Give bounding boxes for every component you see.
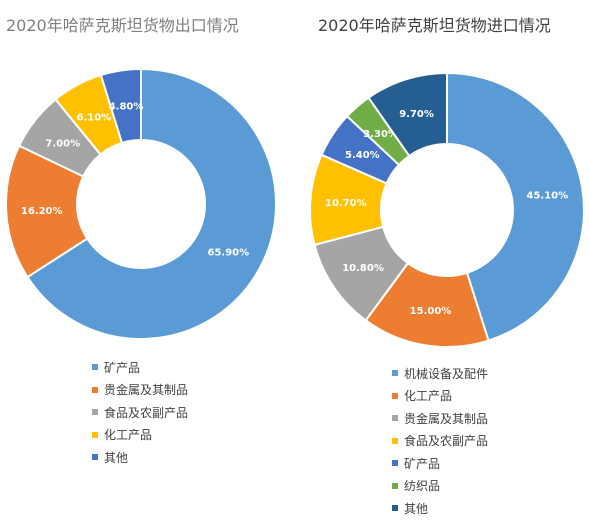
export-legend: 矿产品贵金属及其制品 食品及农副产品 化工产品其他 [92,356,188,469]
import-legend-swatch [392,437,398,444]
import-slice-label-0: 45.10% [526,190,568,201]
import-legend-item: 贵金属及其制品 [392,407,488,430]
import-slice-label-1: 15.00% [410,306,452,317]
export-slice-label-0: 65.90% [208,248,250,259]
export-slice-label-1: 16.20% [21,206,63,217]
import-legend-swatch [392,392,398,399]
export-legend-swatch [92,431,98,438]
export-legend-swatch [92,454,98,461]
import-legend-item: 食品及农副产品 [392,430,488,453]
import-slice-label-3: 10.70% [325,198,367,209]
import-slice-label-6: 9.70% [399,109,434,120]
import-legend-item: 纺织品 [392,475,488,498]
import-legend-item: 机械设备及配件 [392,362,488,385]
import-legend-label: 纺织品 [404,479,441,494]
import-legend-swatch [392,505,398,512]
import-legend-label: 矿产品 [404,456,441,471]
import-legend-item: 其他 [392,497,488,520]
export-legend-item: 化工产品 [92,424,188,447]
export-legend-label: 化工产品 [104,428,153,443]
export-slice-0 [26,67,277,340]
import-legend-swatch [392,415,398,422]
export-legend-label: 其他 [104,450,129,465]
import-slice-6 [367,71,448,158]
import-legend-swatch [392,482,398,489]
import-legend: 机械设备及配件 化工产品贵金属及其制品 食品及农副产品 矿产品纺织品其他 [392,362,488,520]
export-legend-item: 其他 [92,446,188,469]
export-slice-label-2: 7.00% [45,139,80,150]
export-legend-label: 贵金属及其制品 [104,383,189,398]
export-legend-swatch [92,386,98,393]
import-legend-swatch [392,460,398,467]
export-legend-swatch [92,409,98,416]
export-legend-item: 食品及农副产品 [92,401,188,424]
import-legend-label: 其他 [404,501,429,516]
export-slice-label-3: 6.10% [77,112,112,123]
import-slice-label-5: 3.30% [363,129,398,140]
export-legend-label: 食品及农副产品 [104,405,189,420]
import-slice-label-4: 5.40% [345,150,380,161]
import-chart-title: 2020年哈萨克斯坦货物进口情况 [318,16,551,35]
import-legend-label: 机械设备及配件 [404,366,489,381]
export-legend-swatch [92,364,98,371]
export-slice-1 [5,144,89,279]
export-donut-chart: 65.90% 16.20% 7.00% 6.10%4.80% [5,67,277,340]
import-legend-item: 化工产品 [392,385,488,408]
import-slice-label-2: 10.80% [342,263,384,274]
import-legend-label: 贵金属及其制品 [404,411,489,426]
import-legend-item: 矿产品 [392,452,488,475]
import-legend-swatch [392,370,398,377]
export-legend-item: 贵金属及其制品 [92,379,188,402]
export-legend-label: 矿产品 [104,360,141,375]
import-legend-label: 化工产品 [404,389,453,404]
import-donut-chart: 45.10% 15.00% 10.80% 10.70% 5.40% 3.30%9.70% [309,71,585,348]
export-legend-item: 矿产品 [92,356,188,379]
export-slice-label-4: 4.80% [109,102,144,113]
import-slice-0 [446,71,585,342]
export-chart-title: 2020年哈萨克斯坦货物出口情况 [6,16,239,35]
export-slice-4 [99,67,142,145]
import-legend-label: 食品及农副产品 [404,434,489,449]
